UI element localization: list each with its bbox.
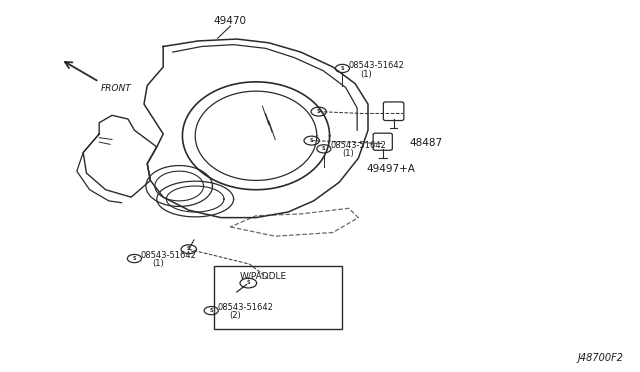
Text: 08543-51642: 08543-51642 bbox=[141, 251, 196, 260]
Text: 49470: 49470 bbox=[214, 16, 247, 26]
Text: (2): (2) bbox=[229, 311, 241, 320]
Text: S: S bbox=[322, 146, 326, 151]
Text: S: S bbox=[340, 65, 344, 71]
Text: S: S bbox=[132, 256, 136, 261]
Text: W/PADDLE: W/PADDLE bbox=[240, 272, 287, 280]
Bar bbox=[214, 266, 342, 329]
Text: S: S bbox=[317, 109, 321, 114]
Text: (1): (1) bbox=[342, 150, 353, 158]
Text: J48700F2: J48700F2 bbox=[578, 353, 624, 363]
Text: FRONT: FRONT bbox=[101, 84, 132, 93]
Text: 49497+A: 49497+A bbox=[366, 164, 415, 174]
Text: 08543-51642: 08543-51642 bbox=[349, 61, 404, 70]
Text: 08543-51642: 08543-51642 bbox=[330, 141, 386, 150]
Text: S: S bbox=[310, 138, 314, 143]
Text: S: S bbox=[209, 308, 213, 313]
Text: S: S bbox=[246, 280, 250, 285]
Text: 48487: 48487 bbox=[410, 138, 443, 148]
Text: 08543-51642: 08543-51642 bbox=[218, 303, 273, 312]
Text: S: S bbox=[187, 246, 191, 251]
Text: (1): (1) bbox=[152, 259, 164, 268]
Text: (1): (1) bbox=[360, 70, 372, 79]
